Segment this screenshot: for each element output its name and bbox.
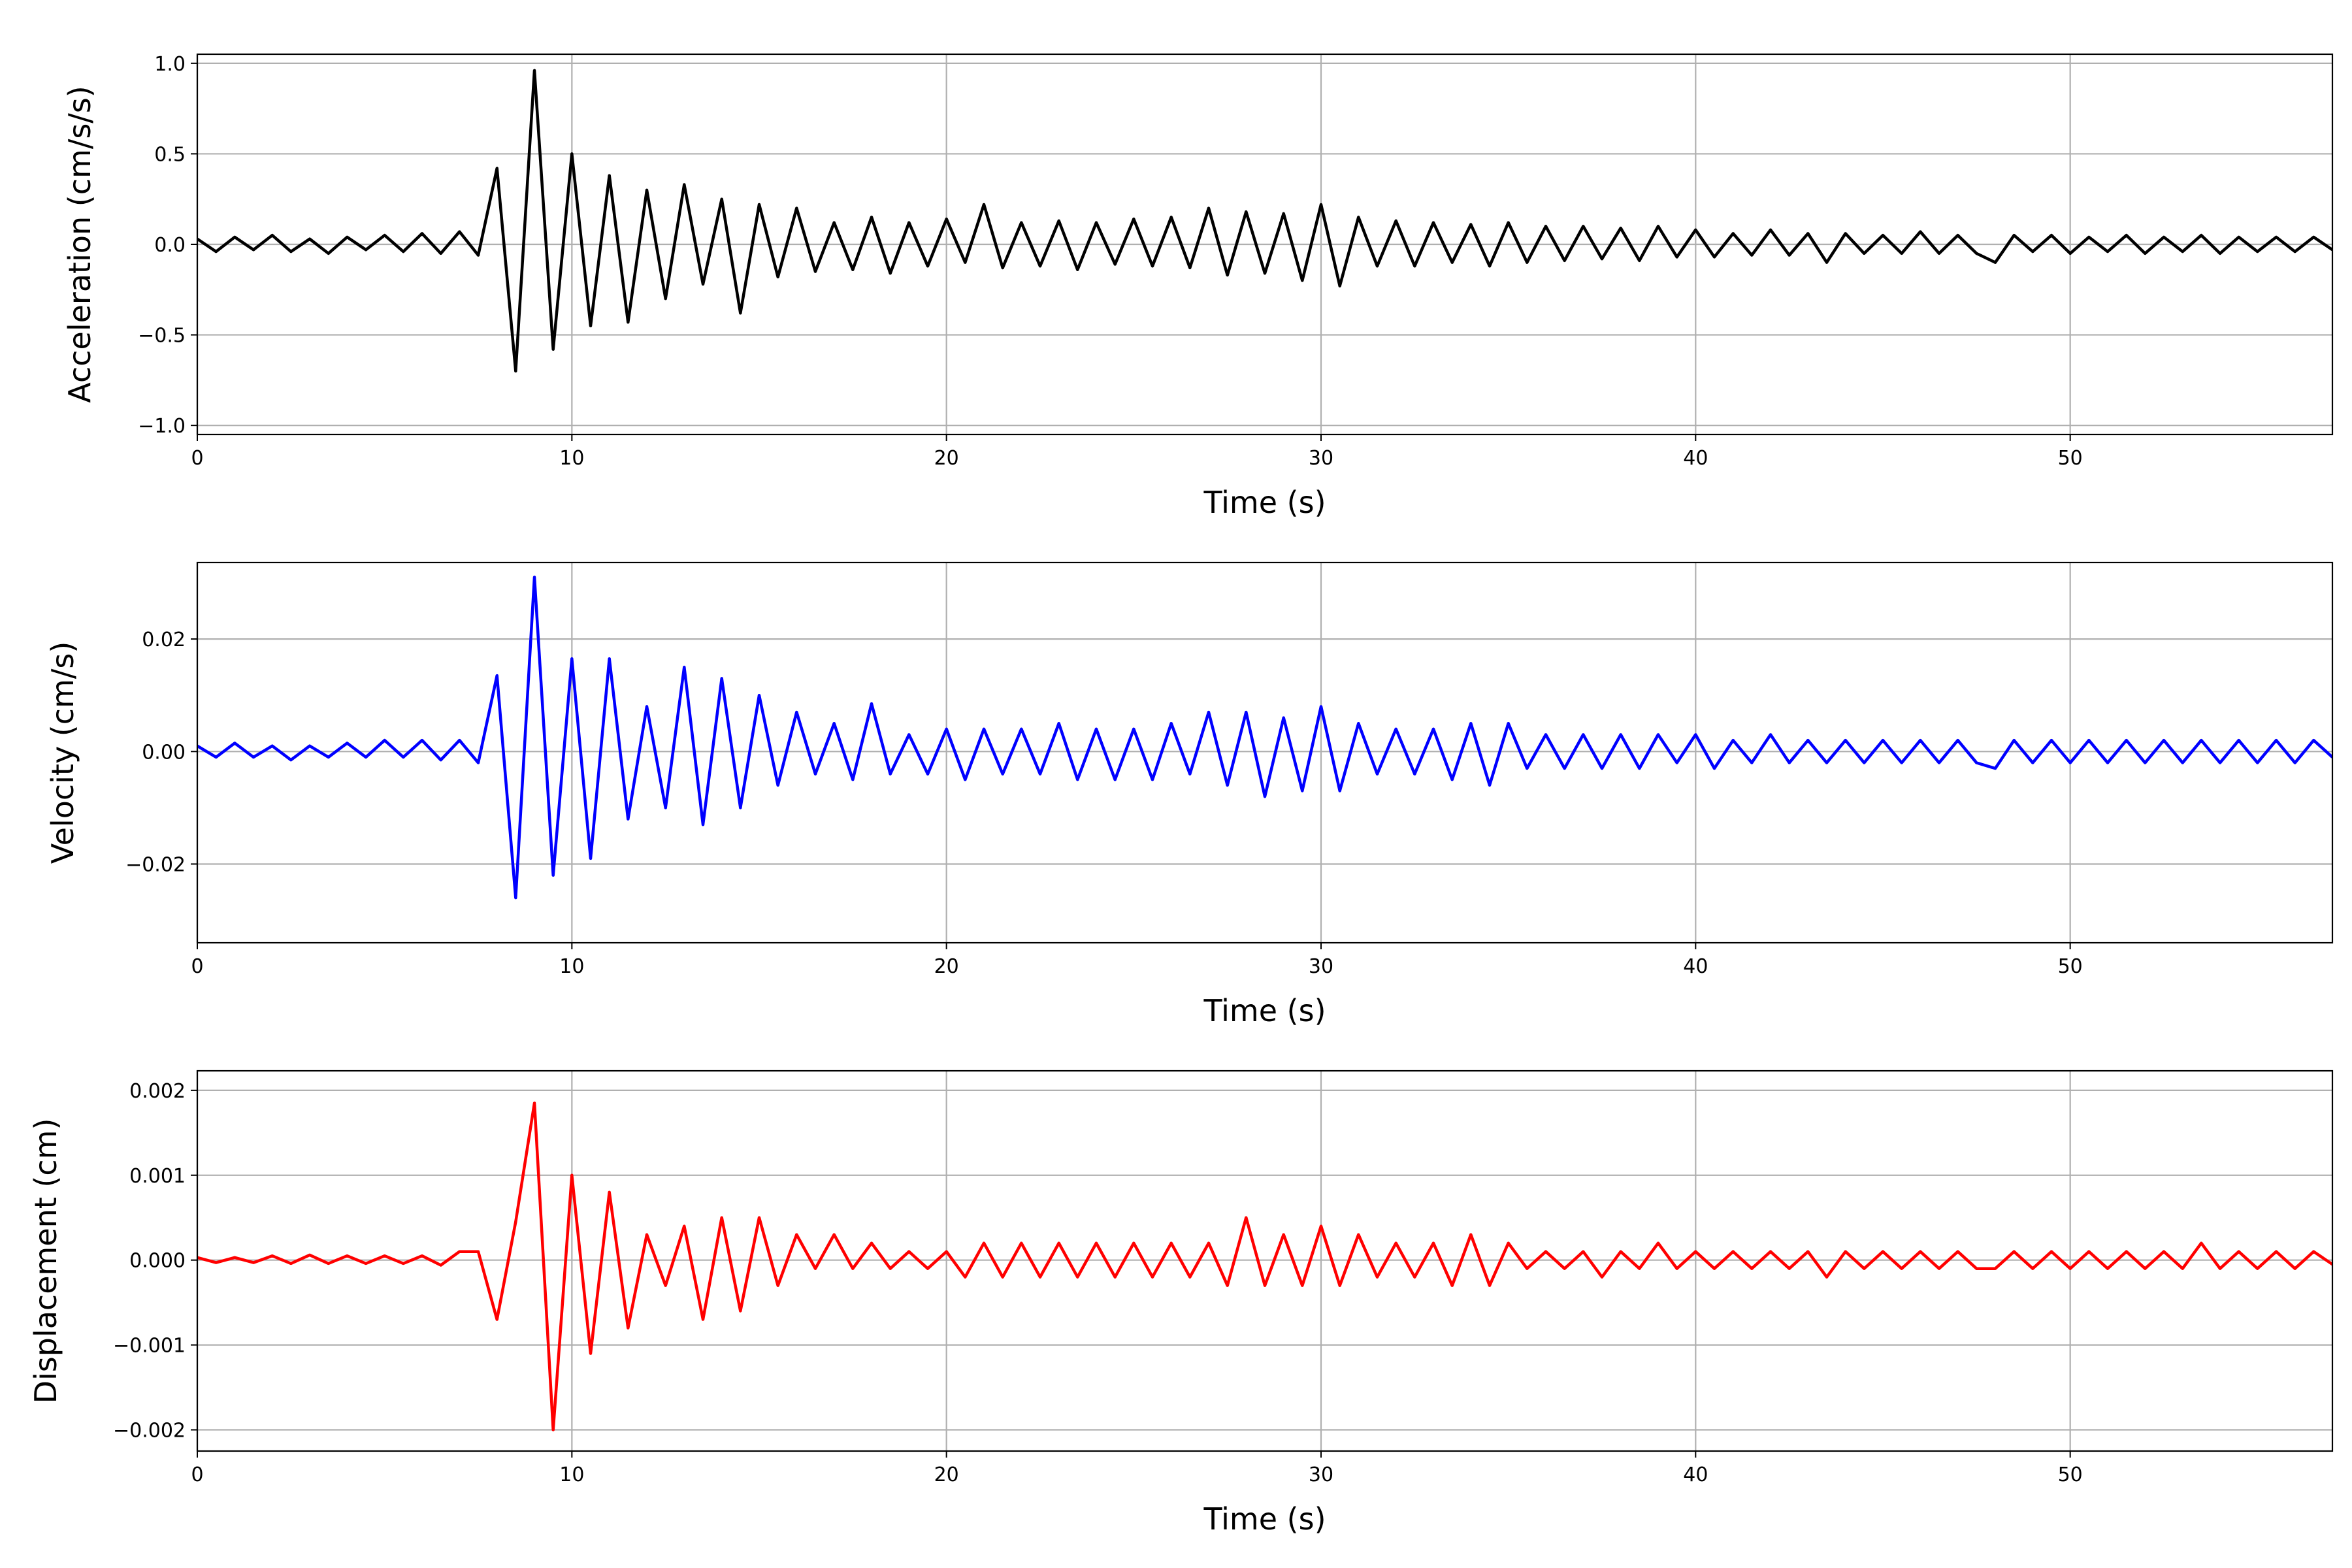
- x-tick-label: 50: [2058, 955, 2083, 978]
- subplot: 0 10 20 30 40 50 −1.0 −0.5 0.0 0.5 1.0 Time (s) Acce…: [62, 53, 2334, 520]
- x-tick-label: 40: [1683, 955, 1708, 978]
- subplot: 0 10 20 30 40 50 −0.002 −0.001 0.000 0.001 0.002 Ti…: [28, 1070, 2334, 1537]
- y-tick-label: −0.002: [113, 1420, 186, 1443]
- axes-frame: [196, 53, 2334, 436]
- x-axis-label: Time (s): [1203, 993, 1326, 1028]
- x-tick-label: 20: [934, 955, 959, 978]
- signal-line: [197, 576, 2332, 900]
- y-axis-label: Displacement (cm): [28, 1119, 63, 1404]
- x-tick-label: 30: [1309, 1463, 1333, 1486]
- x-tick-label: 50: [2058, 447, 2083, 470]
- y-tick-label: −0.5: [138, 325, 186, 348]
- x-tick-label: 50: [2058, 1463, 2083, 1486]
- x-tick-label: 40: [1683, 1463, 1708, 1486]
- y-tick-label: 0.001: [129, 1165, 186, 1188]
- x-tick-label: 0: [191, 1463, 203, 1486]
- plot-area: [197, 69, 2332, 373]
- signal-line: [197, 1102, 2332, 1431]
- x-axis-label: Time (s): [1203, 1501, 1326, 1537]
- signal-line: [197, 69, 2332, 373]
- x-tick-label: 10: [559, 1463, 584, 1486]
- x-tick-label: 0: [191, 447, 203, 470]
- x-tick-label: 20: [934, 447, 959, 470]
- y-tick-label: 1.0: [154, 53, 186, 76]
- y-tick-label: 0.000: [129, 1250, 186, 1273]
- y-tick-label: −0.001: [113, 1335, 186, 1358]
- y-tick-label: 0.00: [142, 741, 186, 764]
- y-tick-label: 0.02: [142, 629, 186, 651]
- plot-area: [197, 576, 2332, 900]
- y-tick-label: 0.5: [154, 143, 186, 166]
- x-axis-label: Time (s): [1203, 485, 1326, 520]
- y-tick-label: 0.002: [129, 1080, 186, 1103]
- y-tick-label: −0.02: [125, 853, 186, 876]
- plot-area: [197, 1102, 2332, 1431]
- axes-frame: [196, 561, 2334, 944]
- y-axis-label: Velocity (cm/s): [45, 642, 80, 864]
- x-tick-label: 40: [1683, 447, 1708, 470]
- y-tick-label: 0.0: [154, 234, 186, 257]
- axes-frame: [196, 1070, 2334, 1452]
- y-axis-label: Acceleration (cm/s/s): [62, 86, 97, 402]
- x-tick-label: 10: [559, 447, 584, 470]
- x-tick-label: 20: [934, 1463, 959, 1486]
- x-tick-label: 30: [1309, 955, 1333, 978]
- x-tick-label: 30: [1309, 447, 1333, 470]
- y-tick-label: −1.0: [138, 415, 186, 438]
- x-tick-label: 0: [191, 955, 203, 978]
- subplot: 0 10 20 30 40 50 −0.02 0.00 0.02 Time (s) Velocity…: [45, 561, 2334, 1028]
- x-tick-label: 10: [559, 955, 584, 978]
